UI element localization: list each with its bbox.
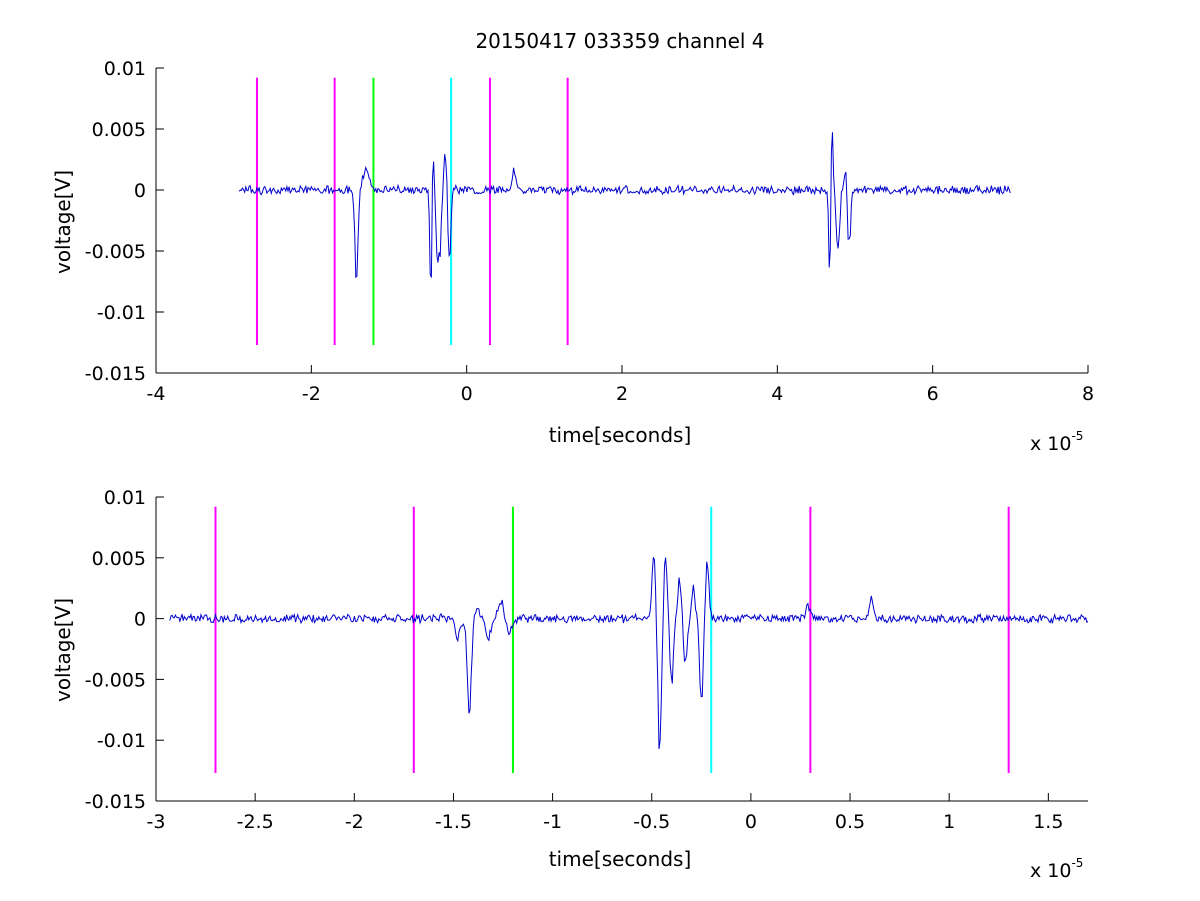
- top-axes-box: [155, 68, 1088, 374]
- x-tick-label: 0: [745, 811, 757, 833]
- x-tick-label: 8: [1082, 383, 1094, 405]
- bottom-y-axis-label: voltage[V]: [51, 598, 75, 702]
- y-tick-label: 0.005: [92, 119, 146, 141]
- top-signal-trace: [238, 132, 1011, 279]
- top-y-axis-label: voltage[V]: [51, 170, 75, 274]
- bottom-markers: [214, 506, 1010, 774]
- x-tick-label: -0.5: [633, 811, 670, 833]
- bottom-signal-trace: [169, 557, 1089, 750]
- top-markers: [255, 77, 569, 345]
- x-tick-label: -1.5: [435, 811, 472, 833]
- y-tick-label: -0.005: [85, 241, 146, 263]
- x-tick-label: 2: [616, 383, 628, 405]
- x-tick-label: -4: [147, 383, 166, 405]
- top-x-ticks: -4 -2 0 2 4 6 8: [147, 365, 1094, 405]
- x-tick-label: 4: [771, 383, 783, 405]
- bottom-subplot: -3 -2.5 -2 -1.5 -1 -0.5 0 0.5 1 1.5 0.01 0.005 0 -0.…: [51, 487, 1089, 882]
- x-tick-label: -2.5: [237, 811, 274, 833]
- bottom-y-ticks: 0.01 0.005 0 -0.005 -0.01 -0.015: [85, 487, 164, 813]
- x-tick-label: -2: [345, 811, 364, 833]
- x-tick-label: 0.5: [835, 811, 865, 833]
- y-tick-label: -0.015: [85, 791, 146, 813]
- x-tick-label: 1.5: [1033, 811, 1063, 833]
- x-tick-label: -3: [147, 811, 166, 833]
- x-tick-label: -1: [543, 811, 562, 833]
- bottom-axes-box: [155, 497, 1088, 802]
- y-tick-label: -0.01: [97, 302, 146, 324]
- x-tick-label: 6: [927, 383, 939, 405]
- y-tick-label: 0.01: [104, 58, 146, 80]
- figure-title: 20150417 033359 channel 4: [475, 29, 764, 53]
- y-tick-label: 0.01: [104, 487, 146, 509]
- x-tick-label: -2: [302, 383, 321, 405]
- y-tick-label: 0.005: [92, 548, 146, 570]
- bottom-x-axis-label: time[seconds]: [549, 847, 692, 871]
- y-tick-label: -0.005: [85, 669, 146, 691]
- y-tick-label: -0.01: [97, 730, 146, 752]
- bottom-x-multiplier: x 10-5: [1030, 856, 1083, 882]
- y-tick-label: 0: [134, 609, 146, 631]
- top-subplot: -4 -2 0 2 4 6 8 0.01 0.005 0 -0.005 -0.01 -0.015 ti…: [51, 58, 1094, 455]
- x-tick-label: 1: [943, 811, 955, 833]
- y-tick-label: -0.015: [85, 363, 146, 385]
- top-x-multiplier: x 10-5: [1030, 429, 1083, 455]
- top-x-axis-label: time[seconds]: [549, 423, 692, 447]
- x-tick-label: 0: [461, 383, 473, 405]
- bottom-x-ticks: -3 -2.5 -2 -1.5 -1 -0.5 0 0.5 1 1.5: [147, 793, 1063, 833]
- y-tick-label: 0: [134, 180, 146, 202]
- top-y-ticks: 0.01 0.005 0 -0.005 -0.01 -0.015: [85, 58, 164, 385]
